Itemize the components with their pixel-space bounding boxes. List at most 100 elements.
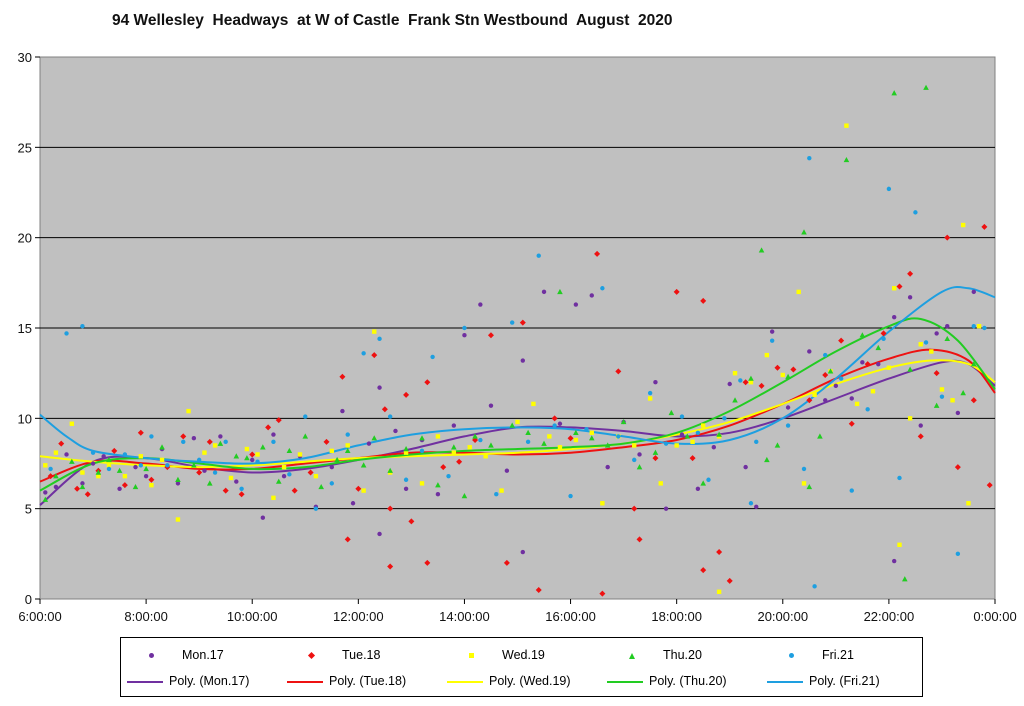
data-point-thu20 — [636, 464, 643, 470]
data-point-thu20 — [716, 431, 722, 437]
data-point-mon17 — [504, 468, 510, 473]
data-point-fri21 — [494, 492, 499, 497]
data-point-mon17 — [451, 423, 457, 428]
data-point-tue18 — [196, 469, 203, 476]
data-point-mon17 — [807, 349, 812, 354]
data-point-fri21 — [600, 286, 605, 291]
data-point-wed19 — [149, 482, 154, 488]
data-point-fri21 — [239, 486, 244, 491]
data-point-tue18 — [774, 364, 781, 371]
y-tick-label: 20 — [18, 231, 32, 246]
chart-title: 94 Wellesley Headways at W of Castle Fra… — [112, 12, 673, 29]
data-point-mon17 — [520, 549, 526, 555]
data-point-thu20 — [758, 247, 765, 253]
data-point-fri21 — [303, 414, 308, 419]
data-point-mon17 — [653, 380, 658, 385]
data-point-mon17 — [557, 421, 563, 426]
data-point-wed19 — [960, 222, 966, 228]
data-point-mon17 — [971, 289, 976, 295]
legend-label-fri21: Fri.21 — [822, 648, 854, 662]
data-point-fri21 — [865, 407, 870, 412]
data-point-thu20 — [620, 418, 627, 425]
data-point-tue18 — [636, 536, 643, 543]
data-point-tue18 — [652, 455, 659, 462]
data-point-mon17 — [393, 428, 398, 434]
legend-marker-thu20 — [629, 652, 635, 659]
data-point-tue18 — [716, 549, 723, 556]
data-point-fri21 — [754, 439, 759, 445]
data-point-mon17 — [191, 436, 197, 441]
data-point-tue18 — [896, 283, 903, 290]
data-point-thu20 — [69, 458, 75, 464]
data-point-fri21 — [64, 331, 69, 336]
data-point-wed19 — [647, 396, 653, 401]
data-point-thu20 — [557, 288, 563, 295]
data-point-thu20 — [970, 361, 977, 367]
data-point-fri21 — [663, 441, 669, 446]
data-point-thu20 — [923, 84, 929, 90]
legend-item-mon17: Mon.17 — [149, 647, 224, 663]
data-point-tue18 — [986, 482, 993, 489]
data-point-tue18 — [387, 505, 394, 512]
data-point-fri21 — [223, 439, 228, 445]
data-point-thu20 — [525, 429, 531, 435]
data-point-thu20 — [419, 435, 425, 441]
data-point-thu20 — [573, 429, 579, 435]
data-point-wed19 — [69, 421, 75, 426]
data-point-tue18 — [424, 379, 431, 386]
legend-label-poly-mon17: Poly. (Mon.17) — [169, 674, 250, 688]
data-point-thu20 — [933, 402, 940, 408]
data-point-wed19 — [939, 387, 945, 392]
data-point-mon17 — [340, 408, 345, 414]
data-point-tue18 — [222, 487, 229, 494]
data-point-thu20 — [827, 368, 834, 374]
data-point-tue18 — [180, 433, 187, 440]
data-point-thu20 — [785, 373, 791, 379]
data-point-mon17 — [377, 531, 382, 537]
data-point-mon17 — [90, 461, 96, 466]
data-point-tue18 — [981, 223, 988, 230]
legend-item-wed19: Wed.19 — [469, 647, 545, 663]
data-point-mon17 — [711, 445, 717, 450]
data-point-wed19 — [658, 481, 663, 486]
data-point-mon17 — [541, 289, 547, 295]
data-point-wed19 — [255, 452, 260, 457]
data-point-mon17 — [833, 383, 839, 389]
y-tick-label: 0 — [25, 592, 32, 607]
data-point-fri21 — [138, 463, 144, 468]
data-point-mon17 — [769, 329, 775, 334]
data-point-wed19 — [138, 454, 144, 459]
data-point-thu20 — [684, 433, 691, 439]
data-point-thu20 — [260, 444, 266, 450]
data-point-wed19 — [345, 443, 350, 448]
gridlines — [40, 146, 995, 510]
data-point-tue18 — [535, 586, 542, 593]
legend: Mon.17 Tue.18 Wed.19 Thu.20 Fri.21 Poly.… — [120, 637, 923, 697]
data-point-tue18 — [933, 370, 940, 377]
data-point-thu20 — [159, 444, 165, 450]
data-point-fri21 — [769, 338, 775, 343]
data-point-fri21 — [536, 253, 541, 258]
data-point-tue18 — [275, 417, 282, 424]
data-point-tue18 — [456, 458, 463, 465]
data-point-thu20 — [132, 483, 139, 490]
data-point-fri21 — [982, 325, 987, 331]
data-point-mon17 — [955, 410, 961, 416]
data-point-thu20 — [764, 456, 770, 463]
data-point-wed19 — [403, 450, 409, 455]
data-point-tue18 — [503, 559, 510, 566]
x-tick-label: 6:00:00 — [18, 609, 61, 624]
data-point-tue18 — [594, 250, 601, 257]
data-point-mon17 — [202, 468, 207, 473]
data-point-tue18 — [381, 406, 388, 413]
data-point-wed19 — [891, 286, 897, 291]
data-point-thu20 — [344, 447, 351, 454]
legend-label-poly-thu20: Poly. (Thu.20) — [649, 674, 727, 688]
data-point-thu20 — [806, 483, 813, 490]
data-point-tue18 — [323, 438, 330, 445]
data-point-mon17 — [175, 481, 181, 486]
data-point-wed19 — [764, 352, 770, 358]
data-point-fri21 — [881, 336, 886, 342]
data-point-tue18 — [238, 491, 245, 498]
data-point-thu20 — [371, 435, 378, 441]
